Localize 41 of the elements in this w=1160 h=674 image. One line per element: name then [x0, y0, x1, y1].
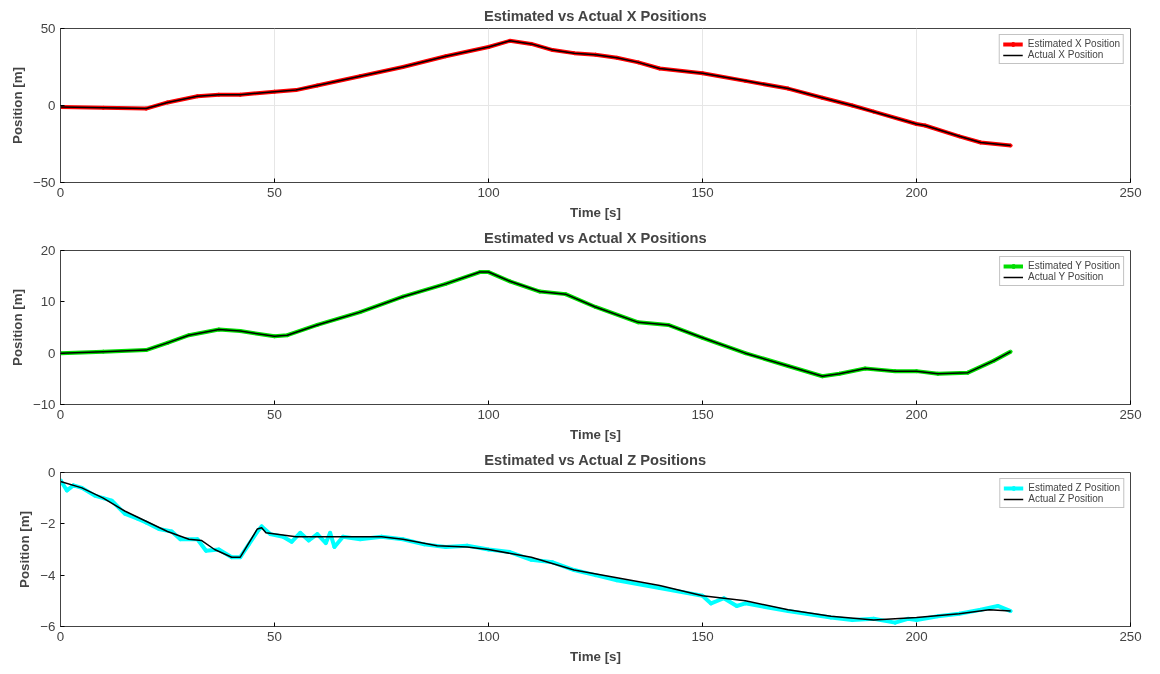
legend-label: Estimated Z Position: [1028, 482, 1120, 493]
y-tick-label: −10: [32, 397, 56, 412]
x-axis-title: Time [s]: [570, 204, 621, 220]
y-tick-label: 50: [40, 21, 56, 36]
y-tick-label: −50: [32, 175, 56, 190]
x-tick-label: 50: [267, 406, 282, 422]
x-axis-title: Time [s]: [570, 648, 621, 664]
y-tick-label: −6: [40, 619, 56, 634]
chart-title: Estimated vs Actual Z Positions: [484, 451, 707, 468]
y-axis-title: Position [m]: [9, 66, 25, 144]
x-tick-label: 150: [691, 184, 714, 200]
x-tick-label: 50: [267, 184, 282, 200]
y-axis-title: Position [m]: [9, 288, 25, 366]
x-tick-label: 50: [267, 628, 282, 644]
y-tick-label: 20: [40, 243, 56, 258]
y-tick-label: −4: [40, 567, 57, 583]
x-tick-label: 100: [477, 184, 500, 200]
y-tick-label: −2: [40, 516, 56, 532]
legend-label: Actual Y Position: [1028, 271, 1104, 282]
y-tick-label: 10: [40, 294, 56, 310]
y-axis-title: Position [m]: [17, 510, 33, 588]
x-tick-label: 250: [1119, 628, 1142, 644]
legend-label: Actual X Position: [1027, 49, 1104, 60]
x-tick-label: 150: [691, 406, 714, 422]
chart-title: Estimated vs Actual X Positions: [483, 7, 707, 24]
y-tick-label: 0: [48, 98, 56, 113]
x-tick-label: 200: [905, 628, 928, 644]
chart-title: Estimated vs Actual X Positions: [483, 229, 707, 246]
legend-label: Estimated X Position: [1027, 38, 1120, 49]
x-tick-label: 100: [477, 628, 500, 644]
x-tick-label: 250: [1119, 406, 1142, 422]
y-tick-label: 0: [48, 345, 56, 361]
x-tick-label: 200: [905, 406, 928, 422]
x-tick-label: 150: [691, 628, 714, 644]
x-tick-label: 200: [905, 184, 928, 200]
legend-label: Estimated Y Position: [1028, 260, 1120, 271]
x-tick-label: 100: [477, 406, 500, 422]
legend-label: Actual Z Position: [1028, 493, 1104, 504]
y-tick-label: 0: [48, 465, 56, 480]
x-axis-title: Time [s]: [570, 426, 621, 442]
x-tick-label: 250: [1119, 184, 1142, 200]
